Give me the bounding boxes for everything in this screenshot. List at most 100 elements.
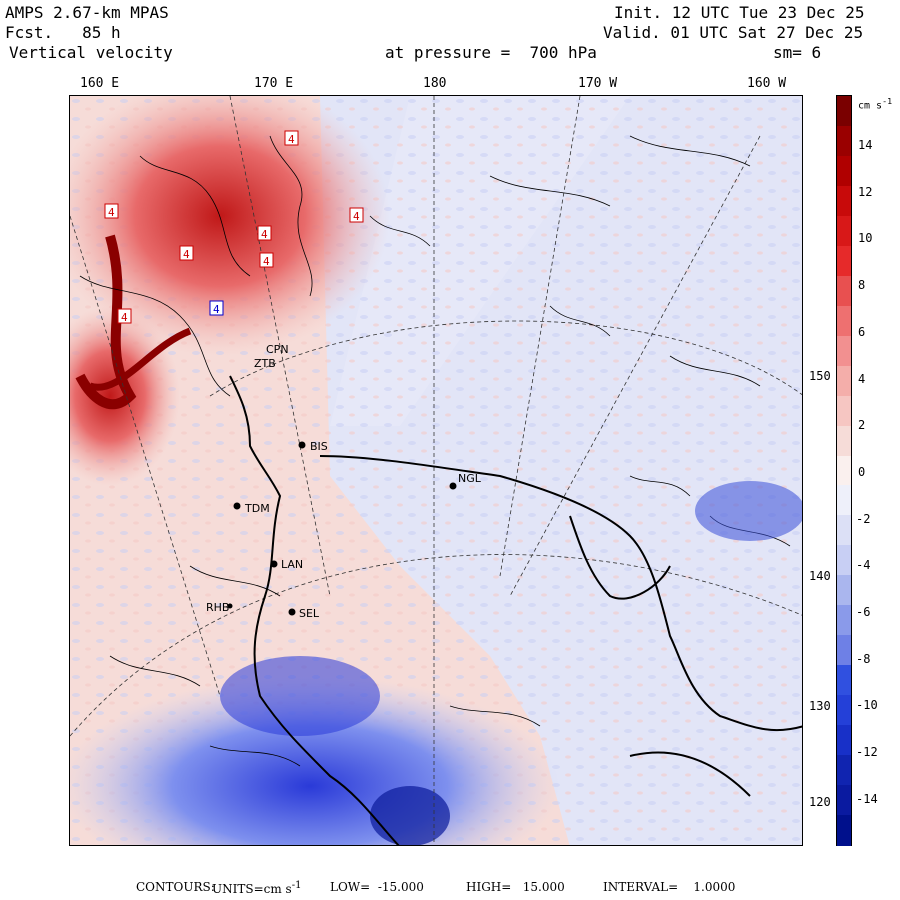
colorbar-tick-label: -10 [856, 698, 878, 713]
colorbar-segment [837, 425, 851, 457]
colorbar-segment [837, 96, 851, 127]
colorbar-segment [837, 125, 851, 157]
station-label-sel: SEL [299, 607, 320, 620]
colorbar-segment [837, 275, 851, 307]
extremum-marker-6 [284, 130, 299, 146]
colorbar-units-text: cm s [858, 100, 883, 112]
extremum-marker-4 [259, 252, 274, 268]
colorbar-segment [837, 785, 851, 817]
updraft-region [70, 96, 390, 356]
valid-time: Valid. 01 UTC Sat 27 Dec 25 [603, 23, 864, 42]
colorbar-segment [837, 485, 851, 517]
stations: BIS NGL TDM LAN SEL RHB ZTB CPN [206, 343, 482, 620]
smoothing-value: sm= 6 [773, 43, 822, 62]
colorbar-tick-label: 2 [858, 418, 866, 433]
field-name: Vertical velocity [9, 43, 173, 62]
colorbar-segment [837, 215, 851, 247]
footer-interval: INTERVAL= 1.0000 [603, 880, 736, 894]
extremum-marker-2 [179, 245, 194, 261]
station-label-rhb: RHB [206, 601, 229, 614]
coastline [229, 375, 802, 845]
extremum-marker-5 [349, 207, 364, 223]
colorbar-tick-label: -8 [856, 651, 871, 666]
colorbar-segment [837, 365, 851, 397]
station-dot-tdm[interactable] [233, 502, 241, 510]
pressure-level: at pressure = 700 hPa [385, 43, 597, 62]
colorbar-segment [837, 725, 851, 757]
colorbar-segment [837, 695, 851, 727]
station-label-ztb: ZTB [254, 357, 276, 370]
colorbar-segment [837, 665, 851, 697]
lon-label-170w: 170 W [578, 76, 618, 91]
colorbar-tick-label: -6 [856, 605, 871, 619]
extrema-markers: 4 4 4 4 4 4 4 4 [104, 130, 364, 324]
colorbar-tick-label: 4 [858, 371, 866, 386]
extremum-label-3: 4 [261, 228, 268, 241]
footer-high: HIGH= 15.000 [466, 880, 565, 894]
station-dot-bis[interactable] [298, 441, 306, 449]
colorbar-tick-label: 8 [858, 278, 866, 293]
station-label-bis: BIS [310, 440, 328, 453]
lon-label-160e: 160 E [80, 76, 120, 91]
colorbar-segment [837, 575, 851, 607]
colorbar-tick-label: 12 [858, 184, 873, 199]
colorbar-segment [837, 635, 851, 667]
lon-label-160w: 160 W [747, 76, 787, 91]
station-label-ngl: NGL [458, 472, 482, 485]
colorbar-segment [837, 815, 851, 846]
contour-lines [79, 135, 791, 767]
colorbar-segment [837, 395, 851, 427]
colorbar-segment [837, 245, 851, 277]
colorbar-tick-label: -14 [856, 791, 878, 806]
colorbar-segment [837, 305, 851, 337]
colorbar-units: cm s-1 [858, 96, 892, 111]
colorbar-segment [837, 605, 851, 637]
colorbar-tick-label: -4 [856, 558, 871, 573]
station-dot-sel[interactable] [288, 608, 296, 616]
colorbar-segment [837, 545, 851, 577]
graticule [70, 96, 802, 845]
footer-low: LOW= -15.000 [330, 880, 424, 894]
lon-label-180: 180 [423, 76, 447, 91]
extremum-label-8: 4 [213, 303, 220, 316]
footer-units-text: UNITS=cm s [212, 882, 292, 896]
colorbar-segment [837, 185, 851, 217]
extremum-label-6: 4 [288, 133, 295, 146]
extremum-label-7: 4 [121, 311, 128, 324]
footer-units: UNITS=cm s-1 [212, 880, 301, 896]
init-time: Init. 12 UTC Tue 23 Dec 25 [614, 3, 865, 22]
colorbar [836, 95, 852, 846]
station-dot-rhb[interactable] [227, 603, 233, 609]
colorbar-tick-label: 0 [858, 464, 866, 479]
colorbar-segment [837, 335, 851, 367]
extremum-marker-1 [104, 203, 119, 219]
colorbar-units-exp: -1 [882, 96, 893, 106]
station-label-tdm: TDM [244, 502, 270, 515]
station-label-lan: LAN [281, 558, 303, 571]
extremum-label-5: 4 [353, 210, 360, 223]
colorbar-segment [837, 515, 851, 547]
colorbar-tick-label: -2 [856, 511, 871, 526]
colorbar-tick-label: 10 [858, 231, 873, 246]
forecast-hour: Fcst. 85 h [5, 23, 121, 42]
footer-contours: CONTOURS: [136, 880, 215, 894]
model-title: AMPS 2.67-km MPAS [5, 3, 169, 22]
extremum-label-1: 4 [108, 206, 115, 219]
extremum-marker-8 [209, 300, 224, 316]
vertical-velocity-map: 4 4 4 4 4 4 4 4 BIS NGL TDM LAN [69, 95, 803, 846]
colorbar-segment [837, 155, 851, 187]
extremum-marker-7 [117, 308, 132, 324]
colorbar-tick-label: -12 [856, 745, 878, 760]
colorbar-tick-label: 6 [858, 324, 866, 339]
extremum-label-2: 4 [183, 248, 190, 261]
footer-units-exp: -1 [291, 880, 302, 891]
station-label-cpn: CPN [266, 343, 289, 356]
extremum-marker-3 [257, 225, 272, 241]
colorbar-segment [837, 755, 851, 787]
lon-label-170e: 170 E [254, 76, 294, 91]
extremum-label-4: 4 [263, 255, 270, 268]
station-dot-ngl[interactable] [449, 482, 457, 490]
colorbar-tick-label: 14 [858, 138, 873, 152]
station-dot-lan[interactable] [270, 560, 278, 568]
map-canvas: 4 4 4 4 4 4 4 4 BIS NGL TDM LAN [70, 96, 802, 845]
